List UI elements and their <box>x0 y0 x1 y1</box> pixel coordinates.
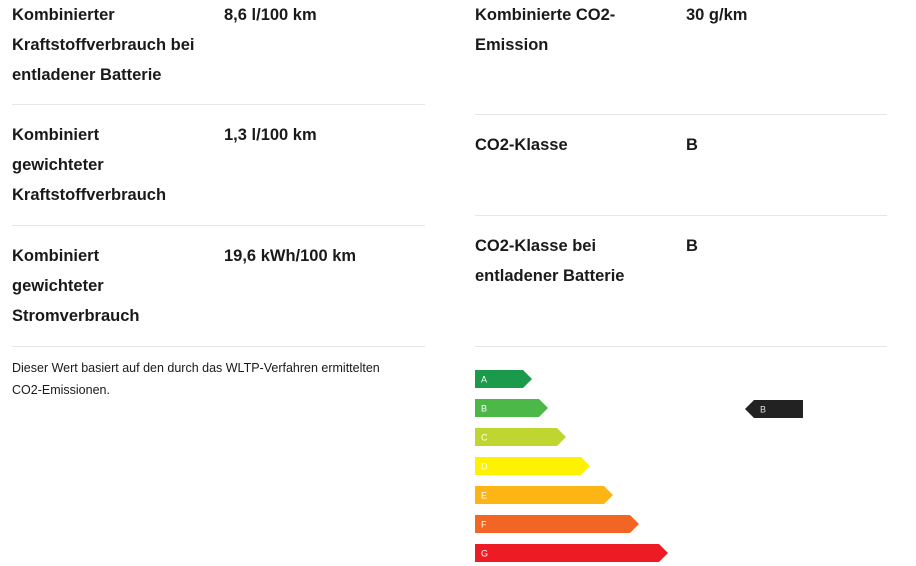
class-letter: G <box>481 548 488 558</box>
row-label: Kombinierter <box>12 6 115 24</box>
footnote: Dieser Wert basiert auf den durch das WL… <box>12 357 432 401</box>
row-label: Kraftstoffverbrauch bei <box>12 36 195 54</box>
row-label: gewichteter <box>12 156 104 174</box>
row-label: CO2-Klasse bei <box>475 237 597 255</box>
class-bar <box>475 486 613 504</box>
class-bar <box>475 399 548 417</box>
class-indicator <box>745 400 803 418</box>
row-value: 8,6 l/100 km <box>224 6 317 24</box>
separator <box>475 215 887 216</box>
row-label: CO2-Klasse <box>475 136 568 154</box>
row-value: B <box>686 237 698 255</box>
row-label: entladener Batterie <box>12 66 162 84</box>
indicator-letter: B <box>760 404 766 414</box>
row-label: Stromverbrauch <box>12 307 140 325</box>
row-value: 19,6 kWh/100 km <box>224 247 357 265</box>
row-label: Kombiniert <box>12 126 100 144</box>
row-value: 30 g/km <box>686 6 748 24</box>
row-label: Kombinierte CO2- <box>475 6 616 24</box>
class-letter: F <box>481 519 487 529</box>
class-bar <box>475 428 566 446</box>
class-letter: D <box>481 461 488 471</box>
separator <box>12 225 425 226</box>
separator <box>475 114 887 115</box>
footnote-line: CO2-Emissionen. <box>12 383 110 397</box>
class-letter: B <box>481 403 487 413</box>
class-bar <box>475 457 590 475</box>
class-letter: E <box>481 490 487 500</box>
row-label: entladener Batterie <box>475 267 625 285</box>
separator <box>12 104 425 105</box>
class-bar <box>475 544 668 562</box>
footnote-line: Dieser Wert basiert auf den durch das WL… <box>12 361 380 375</box>
class-bar <box>475 515 639 533</box>
row-value: 1,3 l/100 km <box>224 126 317 144</box>
row-value: B <box>686 136 698 154</box>
class-letter: A <box>481 374 487 384</box>
separator <box>475 346 887 347</box>
class-letter: C <box>481 432 488 442</box>
row-label: Kombiniert <box>12 247 100 265</box>
row-label: Kraftstoffverbrauch <box>12 186 167 204</box>
row-label: gewichteter <box>12 277 104 295</box>
class-bar <box>475 370 532 388</box>
row-label: Emission <box>475 36 549 54</box>
separator <box>12 346 425 347</box>
